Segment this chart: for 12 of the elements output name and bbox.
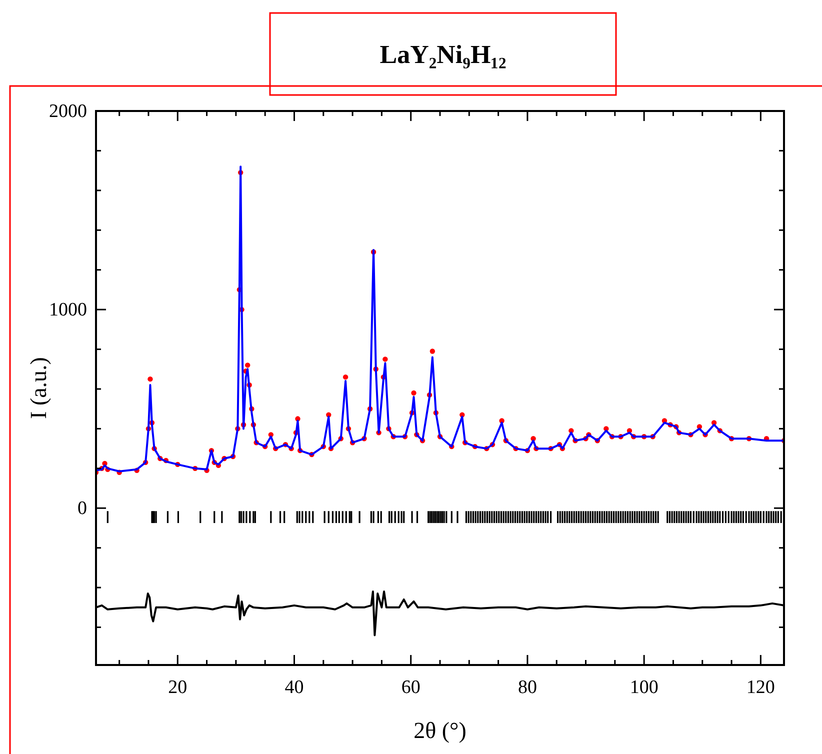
y-tick-label: 0 xyxy=(78,498,87,520)
x-tick-label: 20 xyxy=(168,677,188,698)
x-axis-title: 2θ (°) xyxy=(414,718,466,743)
x-tick-label: 100 xyxy=(630,677,658,698)
x-tick-label: 40 xyxy=(284,677,304,698)
y-tick-label: 2000 xyxy=(49,101,87,122)
y-tick-label: 1000 xyxy=(49,300,87,321)
chart-title: LaY₂Ni₉H₁₂ xyxy=(380,40,506,69)
x-tick-label: 60 xyxy=(401,677,420,698)
y-axis-title: I (a.u.) xyxy=(26,357,51,419)
x-tick-label: 120 xyxy=(746,677,775,698)
x-tick-label: 80 xyxy=(518,677,537,698)
